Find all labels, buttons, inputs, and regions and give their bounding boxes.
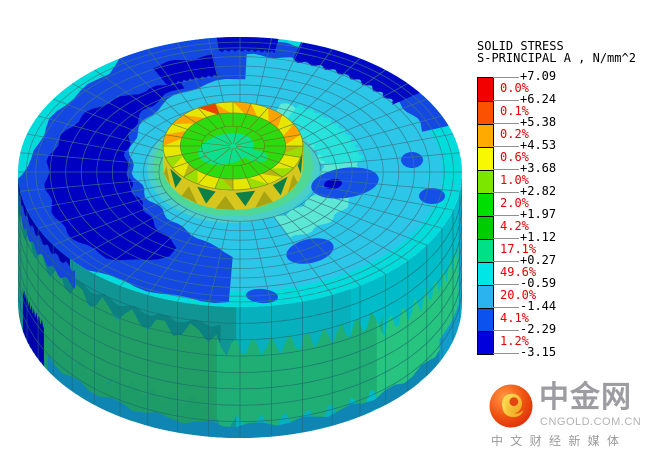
colorbar-band	[478, 285, 493, 308]
legend-tick	[493, 192, 519, 193]
colorbar-band	[478, 193, 493, 216]
legend-tick	[493, 238, 519, 239]
legend-tick	[493, 330, 519, 331]
legend-value: +1.97	[520, 207, 557, 221]
colorbar-band	[478, 262, 493, 285]
pad-mesh	[162, 101, 304, 191]
legend-tick	[493, 77, 519, 78]
brand-site: CNGOLD.COM.CN	[540, 416, 642, 428]
legend-tick	[493, 307, 519, 308]
legend-value: +1.12	[520, 230, 557, 244]
stress-colorbar	[477, 77, 494, 355]
center-pad	[162, 101, 304, 210]
legend-percent: 0.2%	[500, 127, 529, 141]
legend-value: +3.68	[520, 161, 557, 175]
legend-value: -0.59	[520, 276, 557, 290]
legend-percent: 17.1%	[500, 242, 537, 256]
legend-percent: 0.6%	[500, 150, 529, 164]
legend-value: +5.38	[520, 115, 557, 129]
legend-value: +6.24	[520, 92, 557, 106]
colorbar-band	[478, 147, 493, 170]
legend-value: -2.29	[520, 322, 557, 336]
legend-percent: 0.1%	[500, 104, 529, 118]
colorbar-band	[478, 101, 493, 124]
legend-tick	[493, 284, 519, 285]
cngold-watermark: 中金网 CNGOLD.COM.CN 中 文 财 经 新 媒 体	[489, 378, 647, 454]
legend-percent: 1.2%	[500, 334, 529, 348]
colorbar-band	[478, 331, 493, 354]
top-face-mesh	[18, 37, 462, 307]
legend-percent: 20.0%	[500, 288, 537, 302]
legend-value: +7.09	[520, 69, 557, 83]
colorbar-band	[478, 170, 493, 193]
wall-mesh	[18, 172, 462, 438]
legend-tick	[493, 123, 519, 124]
legend-percent: 4.1%	[500, 311, 529, 325]
legend-percent: 2.0%	[500, 196, 529, 210]
colorbar-band	[478, 78, 493, 101]
legend-value: +0.27	[520, 253, 557, 267]
legend-tick	[493, 261, 519, 262]
colorbar-band	[478, 239, 493, 262]
legend-tick	[493, 169, 519, 170]
legend-tick	[493, 215, 519, 216]
legend-percent: 0.0%	[500, 81, 529, 95]
legend-value: +2.82	[520, 184, 557, 198]
legend-tick	[493, 353, 519, 354]
legend-value: -3.15	[520, 345, 557, 359]
colorbar-band	[478, 308, 493, 331]
legend-percent: 4.2%	[500, 219, 529, 233]
cngold-logo-icon	[489, 384, 533, 428]
legend-title: SOLID STRESS	[477, 39, 564, 53]
legend-tick	[493, 146, 519, 147]
legend-percent: 49.6%	[500, 265, 537, 279]
colorbar-band	[478, 124, 493, 147]
legend-subtitle: S-PRINCIPAL A , N/mm^2	[477, 51, 636, 65]
brand-name: 中金网	[539, 381, 632, 414]
legend-value: -1.44	[520, 299, 557, 313]
legend-tick	[493, 100, 519, 101]
brand-tagline: 中 文 财 经 新 媒 体	[491, 434, 622, 448]
cylinder-wall	[18, 172, 462, 438]
legend-value: +4.53	[520, 138, 557, 152]
colorbar-band	[478, 216, 493, 239]
legend-percent: 1.0%	[500, 173, 529, 187]
